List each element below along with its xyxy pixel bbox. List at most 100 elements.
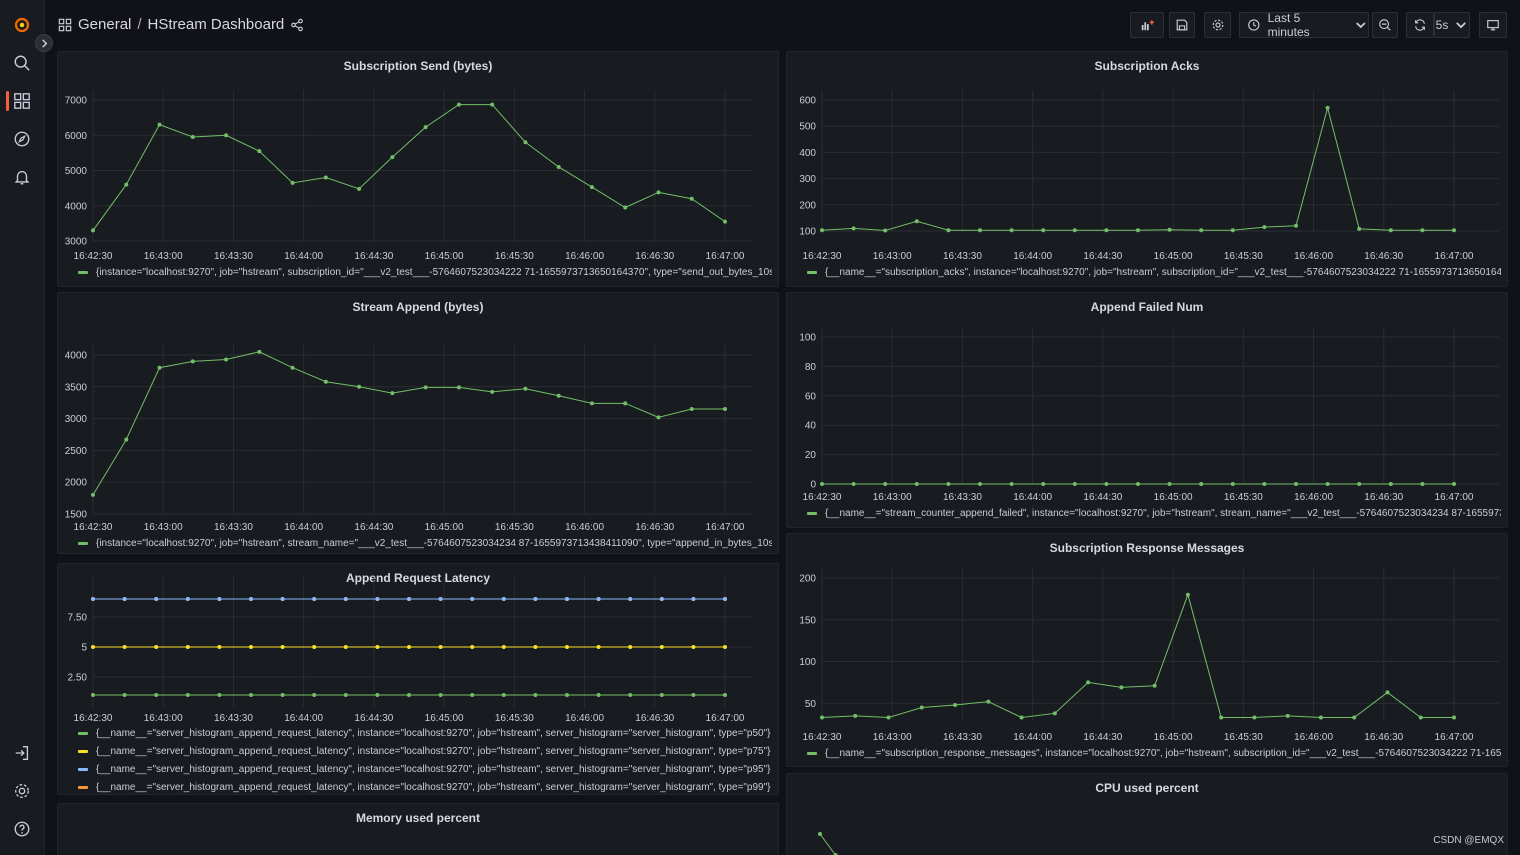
panel-append-request-latency[interactable]: Append Request Latency 2.50 5 7.50 16:42:30…: [57, 563, 779, 795]
data-point[interactable]: [1418, 715, 1423, 720]
data-point[interactable]: [154, 645, 159, 649]
data-point[interactable]: [323, 379, 328, 384]
data-point[interactable]: [820, 228, 824, 233]
explore-icon[interactable]: [12, 129, 32, 149]
sign-in-icon[interactable]: [12, 743, 32, 763]
data-point[interactable]: [691, 597, 696, 601]
data-point[interactable]: [565, 645, 569, 649]
data-point[interactable]: [157, 365, 162, 370]
data-point[interactable]: [596, 645, 601, 649]
data-point[interactable]: [290, 365, 295, 370]
data-point[interactable]: [953, 702, 958, 707]
data-point[interactable]: [914, 482, 919, 486]
data-point[interactable]: [91, 228, 95, 233]
grafana-logo-icon[interactable]: [12, 15, 32, 35]
data-point[interactable]: [914, 219, 919, 224]
data-point[interactable]: [883, 228, 888, 233]
data-point[interactable]: [438, 693, 443, 697]
data-point[interactable]: [1167, 227, 1172, 232]
legend-item[interactable]: {__name__="subscription_acks", instance=…: [807, 263, 1501, 281]
panel-title[interactable]: CPU used percent: [1095, 781, 1199, 795]
data-point[interactable]: [343, 645, 348, 649]
data-point[interactable]: [1167, 482, 1172, 486]
data-point[interactable]: [249, 693, 253, 697]
data-point[interactable]: [357, 384, 362, 389]
data-point[interactable]: [501, 693, 506, 697]
data-point[interactable]: [1388, 482, 1393, 486]
data-point[interactable]: [185, 645, 190, 649]
legend-item[interactable]: {instance="localhost:9270", job="hstream…: [78, 263, 772, 281]
data-point[interactable]: [1294, 482, 1298, 486]
data-point[interactable]: [1041, 482, 1046, 486]
data-point[interactable]: [1041, 228, 1046, 233]
data-point[interactable]: [533, 693, 538, 697]
data-point[interactable]: [1420, 228, 1425, 233]
data-point[interactable]: [1318, 715, 1323, 720]
data-point[interactable]: [185, 597, 190, 601]
panel-title[interactable]: Subscription Acks: [1094, 59, 1200, 73]
data-point[interactable]: [1262, 482, 1267, 486]
panel-append-failed-num[interactable]: Append Failed Num 0 20 40 60 80 100 16:42:30 16…: [786, 292, 1508, 528]
zoom-out-button[interactable]: [1372, 12, 1398, 38]
dashboard-title[interactable]: HStream Dashboard: [147, 16, 285, 33]
data-point[interactable]: [1185, 592, 1190, 597]
data-point[interactable]: [91, 645, 95, 649]
data-point[interactable]: [1285, 713, 1290, 718]
data-point[interactable]: [407, 645, 411, 649]
data-point[interactable]: [312, 597, 317, 601]
view-mode-button[interactable]: [1479, 12, 1507, 38]
data-point[interactable]: [91, 693, 95, 697]
data-point[interactable]: [157, 122, 162, 127]
data-point[interactable]: [375, 693, 380, 697]
data-point[interactable]: [190, 359, 195, 364]
data-point[interactable]: [280, 597, 285, 601]
data-point[interactable]: [978, 228, 982, 233]
data-point[interactable]: [689, 407, 694, 412]
data-point[interactable]: [723, 693, 727, 697]
data-point[interactable]: [851, 482, 856, 486]
data-point[interactable]: [723, 597, 727, 601]
data-point[interactable]: [1325, 105, 1330, 110]
data-point[interactable]: [124, 437, 129, 442]
data-point[interactable]: [390, 391, 395, 396]
panel-subscription-response-messages[interactable]: Subscription Response Messages 50 100 150 2…: [786, 533, 1508, 767]
data-point[interactable]: [596, 693, 601, 697]
data-point[interactable]: [249, 597, 253, 601]
breadcrumb-folder-link[interactable]: General: [78, 16, 132, 33]
data-point[interactable]: [1230, 228, 1235, 233]
data-point[interactable]: [986, 699, 991, 704]
data-point[interactable]: [423, 385, 428, 390]
data-point[interactable]: [1052, 711, 1057, 716]
data-point[interactable]: [556, 393, 561, 398]
data-point[interactable]: [501, 597, 506, 601]
share-icon[interactable]: [290, 18, 304, 32]
data-point[interactable]: [1230, 482, 1235, 486]
data-point[interactable]: [490, 389, 495, 394]
panel-memory-used-percent[interactable]: Memory used percent: [57, 803, 779, 855]
data-point[interactable]: [565, 693, 569, 697]
data-point[interactable]: [1357, 226, 1362, 231]
data-point[interactable]: [407, 693, 411, 697]
data-point[interactable]: [124, 182, 129, 187]
data-point[interactable]: [946, 228, 951, 233]
refresh-interval-picker[interactable]: 5s: [1434, 12, 1470, 38]
data-point[interactable]: [691, 693, 696, 697]
data-point[interactable]: [523, 140, 528, 145]
data-point[interactable]: [628, 693, 633, 697]
data-point[interactable]: [1452, 715, 1456, 720]
data-point[interactable]: [1119, 685, 1124, 690]
data-point[interactable]: [556, 164, 561, 169]
data-point[interactable]: [1388, 228, 1393, 233]
data-point[interactable]: [470, 597, 475, 601]
data-point[interactable]: [656, 415, 661, 420]
data-point[interactable]: [820, 482, 824, 486]
data-point[interactable]: [589, 185, 594, 190]
refresh-button[interactable]: [1406, 12, 1434, 38]
data-point[interactable]: [723, 645, 727, 649]
data-point[interactable]: [1294, 223, 1298, 228]
data-point[interactable]: [1019, 715, 1024, 720]
data-point[interactable]: [723, 407, 727, 412]
legend-item[interactable]: {__name__="server_histogram_append_reque…: [78, 724, 772, 742]
panel-stream-append[interactable]: Stream Append (bytes) 1500 2000 2500 3000 35…: [57, 292, 779, 554]
data-point[interactable]: [224, 133, 229, 138]
